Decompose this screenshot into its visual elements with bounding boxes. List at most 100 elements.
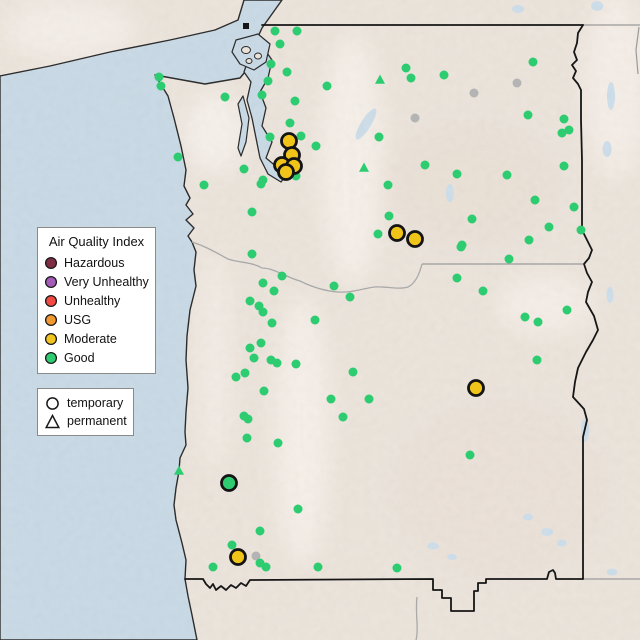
station-marker-good bbox=[265, 132, 275, 142]
shape-legend-items: temporary permanent bbox=[45, 394, 127, 430]
aqi-color-icon bbox=[44, 275, 58, 288]
station-marker-good bbox=[420, 160, 430, 170]
station-marker-moderate bbox=[277, 163, 295, 181]
aqi-legend-items: Hazardous Very Unhealthy Unhealthy USG Moder… bbox=[44, 253, 149, 367]
aqi-legend-item: Moderate bbox=[44, 329, 149, 348]
station-marker-moderate bbox=[388, 224, 406, 242]
station-marker-good bbox=[256, 338, 266, 348]
station-marker-good-large bbox=[220, 474, 238, 492]
station-marker-good bbox=[502, 170, 512, 180]
aqi-legend-title: Air Quality Index bbox=[48, 234, 145, 249]
california-border bbox=[184, 569, 584, 612]
station-marker-good bbox=[247, 249, 257, 259]
station-marker-good bbox=[544, 222, 554, 232]
aqi-color-icon bbox=[44, 332, 58, 345]
station-marker-good bbox=[256, 179, 266, 189]
station-marker-good bbox=[338, 412, 348, 422]
station-marker-good bbox=[208, 562, 218, 572]
station-marker-good bbox=[401, 63, 411, 73]
station-marker-good bbox=[257, 90, 267, 100]
aqi-legend-label: USG bbox=[64, 312, 92, 327]
station-marker-good bbox=[154, 72, 164, 82]
station-marker-good bbox=[329, 281, 339, 291]
station-marker-good bbox=[273, 438, 283, 448]
station-marker-good bbox=[530, 195, 540, 205]
station-marker-good-permanent bbox=[359, 162, 369, 172]
station-marker-good bbox=[533, 317, 543, 327]
station-marker-good bbox=[504, 254, 514, 264]
station-marker-good bbox=[285, 118, 295, 128]
station-marker-gray bbox=[512, 78, 522, 88]
station-marker-good bbox=[523, 110, 533, 120]
station-marker-good bbox=[520, 312, 530, 322]
state-borders bbox=[184, 24, 599, 612]
station-marker-good bbox=[291, 359, 301, 369]
station-marker-moderate bbox=[406, 230, 424, 248]
station-marker-good bbox=[559, 114, 569, 124]
station-marker-good bbox=[374, 132, 384, 142]
station-marker-good bbox=[322, 81, 332, 91]
station-marker-good bbox=[478, 286, 488, 296]
aqi-color-icon bbox=[44, 256, 58, 269]
station-marker-good bbox=[245, 296, 255, 306]
station-marker-good bbox=[524, 235, 534, 245]
station-marker-good bbox=[263, 76, 273, 86]
station-marker-good bbox=[569, 202, 579, 212]
aqi-legend-label: Very Unhealthy bbox=[64, 274, 149, 289]
station-marker-good bbox=[269, 286, 279, 296]
station-marker-gray bbox=[410, 113, 420, 123]
station-marker-good bbox=[439, 70, 449, 80]
aqi-color-icon bbox=[44, 313, 58, 326]
station-marker-good bbox=[532, 355, 542, 365]
station-marker-good bbox=[239, 164, 249, 174]
station-marker-good bbox=[261, 562, 271, 572]
station-marker-good bbox=[293, 504, 303, 514]
station-marker-good-permanent bbox=[174, 465, 184, 475]
station-marker-good bbox=[173, 152, 183, 162]
shape-legend-item: temporary bbox=[45, 394, 126, 412]
point-roberts bbox=[243, 23, 249, 29]
station-marker-good bbox=[373, 229, 383, 239]
station-marker-good bbox=[465, 450, 475, 460]
aqi-legend-item: Good bbox=[44, 348, 149, 367]
aqi-legend-label: Moderate bbox=[64, 331, 117, 346]
aqi-color-icon bbox=[44, 351, 58, 364]
gray-borders bbox=[422, 24, 640, 580]
rivers bbox=[191, 241, 423, 640]
station-marker-good bbox=[272, 358, 282, 368]
aqi-legend-item: Very Unhealthy bbox=[44, 272, 149, 291]
station-marker-gray bbox=[469, 88, 479, 98]
station-marker-good bbox=[258, 278, 268, 288]
station-marker-good bbox=[258, 307, 268, 317]
station-marker-good bbox=[406, 73, 416, 83]
station-marker-good bbox=[259, 386, 269, 396]
station-marker-good bbox=[242, 433, 252, 443]
station-marker-good bbox=[266, 59, 276, 69]
aqi-legend-label: Good bbox=[64, 350, 95, 365]
station-marker-good bbox=[528, 57, 538, 67]
station-marker-good bbox=[364, 394, 374, 404]
triangle-icon bbox=[45, 413, 60, 428]
shape-legend-label: temporary bbox=[67, 396, 124, 410]
columbia-river bbox=[191, 241, 423, 293]
station-marker-good bbox=[557, 128, 567, 138]
aqi-legend-item: Hazardous bbox=[44, 253, 149, 272]
station-marker-moderate bbox=[229, 548, 247, 566]
station-marker-good bbox=[247, 207, 257, 217]
station-marker-good bbox=[240, 368, 250, 378]
station-marker-good bbox=[292, 26, 302, 36]
station-marker-good bbox=[290, 96, 300, 106]
station-marker-good bbox=[383, 180, 393, 190]
aqi-legend-label: Hazardous bbox=[64, 255, 125, 270]
aqi-color-icon bbox=[44, 294, 58, 307]
station-marker-good bbox=[326, 394, 336, 404]
station-marker-good-permanent bbox=[375, 74, 385, 84]
circle-icon bbox=[46, 396, 59, 410]
station-marker-good bbox=[311, 141, 321, 151]
station-marker-good bbox=[231, 372, 241, 382]
station-marker-good bbox=[452, 273, 462, 283]
station-marker-good bbox=[310, 315, 320, 325]
aqi-legend: Air Quality Index Hazardous Very Unhealth… bbox=[37, 227, 156, 374]
shape-legend-label: permanent bbox=[67, 414, 127, 428]
station-marker-good bbox=[270, 26, 280, 36]
